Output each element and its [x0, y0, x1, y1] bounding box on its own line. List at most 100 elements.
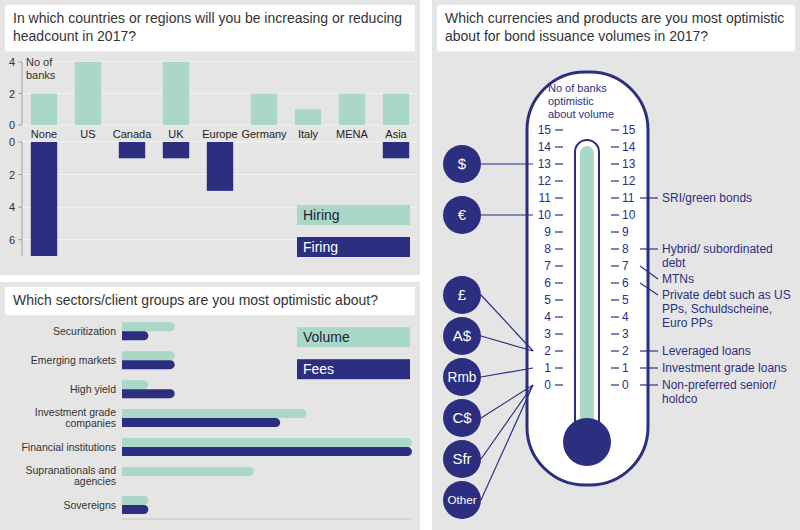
tick-label: 10: [538, 208, 552, 222]
stage: In which countries or regions will you b…: [0, 0, 800, 530]
hiring-bar: [251, 94, 277, 126]
tick-label-line: 11: [622, 191, 635, 205]
currency-label: £: [458, 286, 467, 303]
currency-label: C$: [452, 409, 472, 426]
legend-label-line: Fees: [303, 361, 334, 377]
fees-bar: [122, 331, 148, 340]
tick-label-line: 15: [622, 123, 636, 137]
category-label-line: MENA: [336, 128, 368, 140]
fees-bar: [122, 447, 412, 456]
product-label-line: Private debt such as US: [662, 288, 791, 302]
category-label: Emerging markets: [31, 354, 116, 366]
product-label-line: Non-preferred senior/: [662, 378, 777, 392]
tick-label: 1: [544, 361, 551, 375]
category-label: US: [80, 128, 95, 140]
category-label-line: Financial institutions: [21, 441, 116, 453]
tick-mark: [611, 129, 619, 130]
tick-label-line: 7: [544, 259, 551, 273]
axis-title-line: banks: [26, 69, 56, 81]
title-line: In which countries or regions will you b…: [13, 10, 402, 26]
tick-label: 2: [544, 344, 551, 358]
tick-label: 6: [622, 276, 629, 290]
tick-mark: [555, 316, 563, 317]
currency-label: €: [458, 206, 467, 223]
tick-label-line: 4: [9, 56, 15, 68]
product-label-line: holdco: [662, 392, 698, 406]
category-label-line: High yield: [70, 383, 116, 395]
tick-label: 2: [9, 169, 15, 181]
leader-line: [640, 367, 658, 368]
tick-label: 7: [544, 259, 551, 273]
tick-mark: [611, 333, 619, 334]
tick-label: 13: [622, 157, 636, 171]
axis-title-line: No of: [26, 56, 53, 68]
bars: [122, 322, 412, 514]
category-label: High yield: [70, 383, 116, 395]
currency-marker: [443, 440, 481, 478]
firing-bar: [163, 142, 189, 158]
axis-line: [122, 519, 412, 520]
tick-label: 0: [622, 378, 629, 392]
firing-bar: [119, 142, 145, 158]
product-label: Non-preferred senior/holdco: [662, 378, 777, 406]
legend-swatch: [297, 205, 410, 225]
category-label: Financial institutions: [21, 441, 116, 453]
tick-label-line: 8: [622, 242, 629, 256]
panel: [0, 0, 420, 275]
tick-label: 15: [538, 123, 552, 137]
product-label-line: PPs, Schuldscheine,: [662, 302, 772, 316]
leader-line: [640, 248, 658, 249]
volume-bar: [122, 438, 412, 447]
currency-label-line: C$: [452, 409, 472, 426]
currency-marker: [443, 481, 481, 519]
currency-label: Sfr: [452, 450, 471, 467]
title-box: [437, 5, 795, 51]
panel: [432, 0, 800, 530]
title: In which countries or regions will you b…: [13, 10, 402, 44]
legend-swatch: [297, 237, 410, 257]
tick-label-line: 2: [9, 169, 15, 181]
axis-title: No of banksoptimisticabout volume: [548, 82, 614, 120]
axis-title-line: about volume: [548, 108, 614, 120]
tick-mark: [611, 248, 619, 249]
currency-marker: [443, 317, 481, 355]
tick-mark: [555, 350, 563, 351]
fees-bar: [122, 505, 148, 514]
volume-bar: [122, 351, 175, 360]
category-label-line: US: [80, 128, 95, 140]
legend-label: Hiring: [303, 207, 340, 223]
tick-mark: [555, 282, 563, 283]
hiring-bar: [75, 62, 101, 125]
tick-label: 4: [9, 201, 15, 213]
tick-mark: [611, 367, 619, 368]
tick-mark: [555, 265, 563, 266]
axis-title: No ofbanks: [26, 56, 56, 81]
tick-mark: [555, 197, 563, 198]
currency-label: A$: [453, 327, 472, 344]
leader-line: [481, 295, 533, 351]
leader-line: [481, 385, 533, 459]
product-label: SRI/green bonds: [662, 191, 752, 205]
tick-label-line: 6: [622, 276, 629, 290]
product-label: Private debt such as USPPs, Schuldschein…: [662, 288, 791, 330]
product-label: Investment grade loans: [662, 361, 787, 375]
product-label-line: SRI/green bonds: [662, 191, 752, 205]
product-label-line: Investment grade loans: [662, 361, 787, 375]
product-label: Leveraged loans: [662, 344, 751, 358]
category-label: Asia: [385, 128, 407, 140]
thermometer-tube: [575, 140, 599, 440]
tick-label: 14: [622, 140, 636, 154]
leader-line: [481, 336, 533, 351]
category-label-line: UK: [168, 128, 184, 140]
currency-label-line: £: [458, 286, 467, 303]
title: Which currencies and products are you mo…: [445, 10, 784, 44]
category-label: MENA: [336, 128, 368, 140]
category-label: UK: [168, 128, 184, 140]
tick-mark: [555, 129, 563, 130]
category-label: Canada: [113, 128, 152, 140]
leader-line: [640, 197, 658, 198]
hiring-bar: [295, 109, 321, 125]
tick-mark: [611, 163, 619, 164]
currency-label-line: Other: [448, 493, 477, 506]
tick-label-line: 0: [622, 378, 629, 392]
